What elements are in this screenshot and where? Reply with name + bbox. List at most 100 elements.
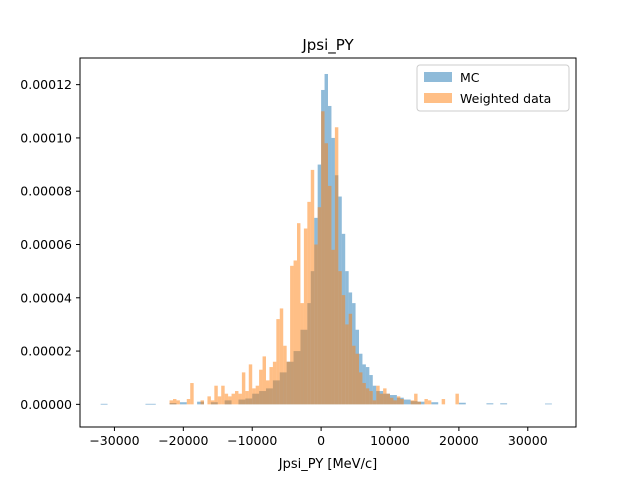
histogram-bar [376, 385, 380, 405]
histogram-bar [345, 324, 349, 405]
histogram-bar [238, 393, 242, 405]
histogram-bar [100, 403, 108, 405]
y-tick-label: 0.00000 [20, 397, 72, 412]
x-tick-label: −20000 [158, 433, 208, 448]
y-tick-label: 0.00012 [20, 77, 72, 92]
histogram-bar [372, 385, 377, 405]
y-tick-label: 0.00004 [20, 290, 72, 305]
histogram-bar [386, 393, 390, 405]
legend: MC Weighted data [416, 64, 570, 112]
histogram-bar [290, 265, 294, 405]
histogram-bar [269, 367, 273, 405]
histogram-bar [441, 399, 446, 405]
histogram-bar [176, 400, 180, 405]
histogram-bar [210, 400, 215, 405]
histogram-bar [410, 400, 415, 405]
y-axis: 0.00000 0.00002 0.00004 0.00006 0.00008 0.000… [20, 77, 80, 412]
histogram-bar [286, 361, 291, 405]
histogram-bar [214, 385, 218, 405]
histogram-bar [259, 369, 263, 405]
histogram-bar [245, 391, 249, 405]
x-tick-label: 30000 [508, 433, 548, 448]
histogram-bar [221, 385, 225, 405]
y-tick-label: 0.00010 [20, 130, 72, 145]
histogram-bar [500, 403, 508, 405]
histogram-bar [403, 399, 411, 405]
histogram-bar [310, 169, 315, 405]
histogram-bar [266, 380, 270, 405]
histogram-bar [283, 345, 287, 405]
histogram-bar [279, 308, 284, 405]
histogram-bar [145, 403, 156, 405]
histogram-bar [252, 388, 256, 405]
histogram-bar [262, 356, 266, 405]
histogram-bar [179, 402, 187, 405]
histogram-bar [331, 249, 335, 405]
histogram-bar [431, 402, 439, 405]
histogram-bar [217, 396, 222, 405]
histogram-bar [228, 396, 232, 405]
histogram-bar [307, 201, 311, 405]
legend-box [416, 64, 570, 112]
histogram-bar [314, 244, 318, 405]
histogram-bar [362, 383, 366, 405]
histogram-bar [255, 385, 260, 405]
histogram-bar [545, 403, 552, 405]
histogram-bar [486, 403, 494, 405]
histogram-bar [303, 228, 308, 405]
chart-title: Jpsi_PY [301, 36, 354, 55]
histogram-bar [379, 393, 384, 405]
histogram-bar [365, 388, 370, 405]
histogram-bar [427, 400, 432, 405]
y-tick-label: 0.00002 [20, 344, 72, 359]
histogram-bar [352, 345, 356, 405]
histogram-bar [235, 391, 239, 405]
histogram-bar [341, 295, 346, 405]
histogram-bar [328, 185, 332, 405]
histogram-bar [300, 303, 304, 405]
y-tick-label: 0.00006 [20, 237, 72, 252]
x-tick-label: 0 [317, 433, 325, 448]
histogram-bar [338, 271, 342, 405]
histogram-bar [200, 400, 204, 405]
legend-swatch [424, 72, 452, 82]
histogram-bar [297, 223, 301, 405]
x-axis: −30000 −20000 −10000 0 10000 20000 30000 [89, 427, 548, 448]
series-weighted-data [169, 111, 459, 405]
legend-label: Weighted data [460, 91, 551, 106]
legend-swatch [424, 93, 452, 103]
histogram-bar [390, 397, 394, 405]
histogram-bar [276, 319, 280, 405]
histogram-bar [231, 393, 235, 405]
histogram-bar [207, 396, 211, 405]
histogram-bar [396, 396, 401, 405]
x-tick-label: −30000 [89, 433, 139, 448]
histogram-bar [400, 399, 404, 405]
histogram-bar [455, 393, 459, 405]
histogram-bar [417, 401, 421, 405]
axes-frame [79, 57, 577, 428]
histogram-bar [383, 388, 387, 405]
histogram-bar [414, 393, 418, 405]
histogram-bar [458, 402, 466, 405]
histogram-bar [173, 399, 177, 405]
y-tick-label: 0.00008 [20, 184, 72, 199]
histogram-bar [293, 260, 297, 405]
legend-label: MC [460, 70, 480, 85]
histogram-bar [424, 399, 428, 405]
histogram-bar [355, 353, 359, 405]
plot-area [100, 73, 552, 405]
histogram-bar [169, 400, 173, 405]
histogram-bar [248, 364, 253, 405]
histogram-bar [321, 111, 325, 405]
histogram-bar [369, 375, 373, 405]
x-tick-label: 20000 [439, 433, 479, 448]
histogram-bar [393, 400, 397, 405]
histogram-bar [186, 399, 191, 405]
x-tick-label: −10000 [227, 433, 277, 448]
x-tick-label: 10000 [370, 433, 410, 448]
histogram-bar [359, 372, 363, 405]
histogram-bar [369, 391, 373, 405]
histogram-bar [348, 313, 353, 405]
